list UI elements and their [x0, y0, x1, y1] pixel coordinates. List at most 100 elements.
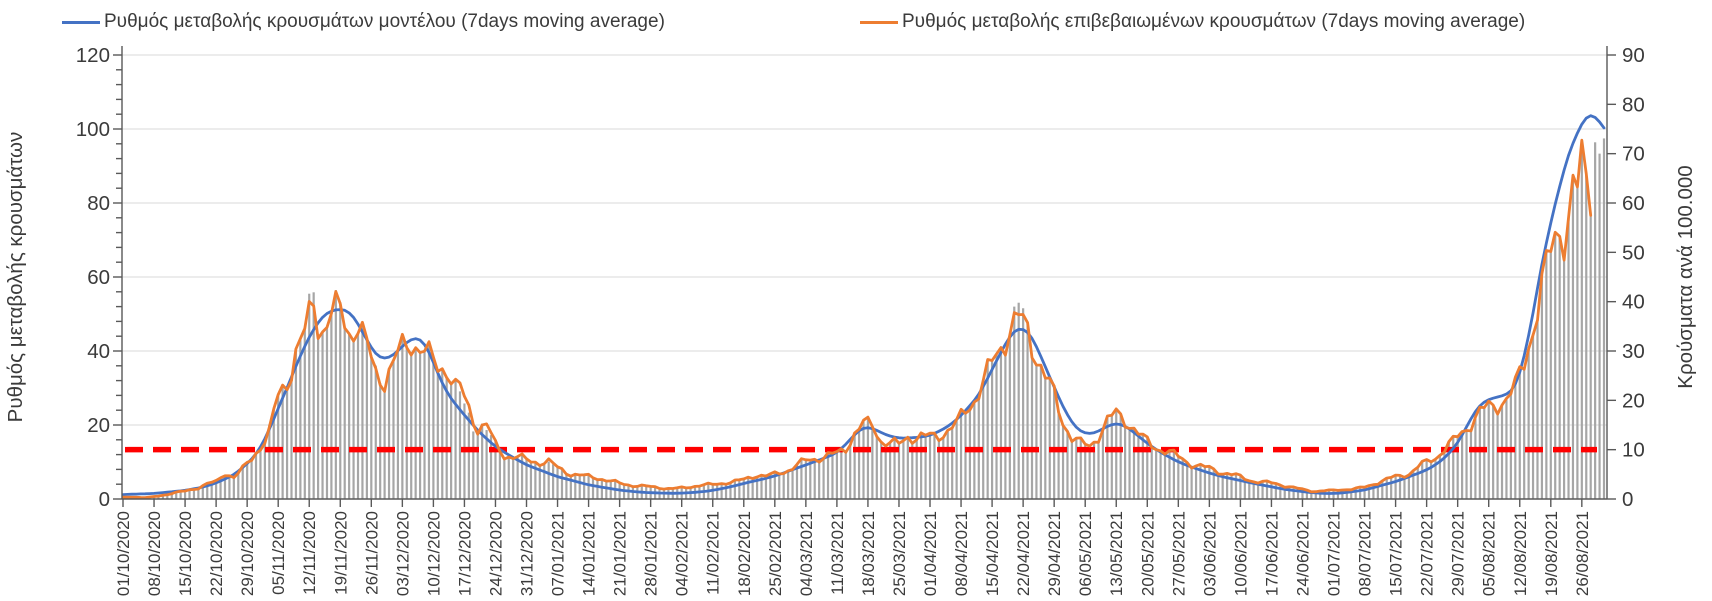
- daily-cases-bar: [560, 468, 564, 499]
- daily-cases-bar: [884, 446, 887, 499]
- x-tick-label: 22/07/2021: [1418, 511, 1437, 596]
- daily-cases-bar: [1172, 449, 1175, 499]
- daily-cases-bar: [529, 461, 533, 499]
- daily-cases-bar: [246, 461, 249, 499]
- daily-cases-bar: [1212, 469, 1215, 499]
- daily-cases-bar: [414, 347, 417, 499]
- daily-cases-bar: [1053, 386, 1056, 499]
- daily-cases-bar: [1234, 473, 1238, 499]
- daily-cases-bar: [370, 355, 373, 499]
- daily-cases-bar: [1186, 462, 1189, 499]
- right-axis-title: Κρούσματα ανά 100.000: [1674, 165, 1697, 388]
- daily-cases-bar: [951, 427, 954, 499]
- daily-cases-bar: [822, 458, 825, 499]
- daily-cases-bar: [481, 423, 484, 499]
- daily-cases-bar: [840, 448, 843, 499]
- daily-cases-bar: [804, 459, 807, 499]
- daily-cases-bar: [317, 334, 320, 499]
- daily-cases-bar: [1004, 355, 1007, 499]
- daily-cases-bar: [166, 493, 169, 499]
- daily-cases-bar: [1394, 475, 1397, 499]
- daily-cases-bar: [503, 458, 506, 499]
- x-tick-label: 19/08/2021: [1542, 511, 1561, 596]
- daily-cases-bar: [308, 293, 311, 499]
- daily-cases-bar: [1443, 452, 1446, 499]
- x-tick-label: 27/05/2021: [1169, 511, 1188, 596]
- daily-cases-bar: [321, 331, 324, 499]
- right-tick-label: 80: [1622, 93, 1645, 116]
- daily-cases-bar: [933, 433, 936, 499]
- legend-label-confirmed: Ρυθμός μεταβολής επιβεβαιωμένων κρουσμάτ…: [902, 11, 1526, 32]
- daily-cases-bar: [800, 458, 803, 499]
- daily-cases-bar: [1274, 483, 1277, 499]
- daily-cases-bar: [356, 333, 360, 499]
- daily-cases-bar: [348, 334, 351, 499]
- daily-cases-bar: [1279, 484, 1282, 499]
- daily-cases-bar: [1305, 490, 1309, 499]
- daily-cases-bar: [1350, 489, 1353, 499]
- daily-cases-bar: [937, 440, 940, 499]
- daily-cases-bar: [339, 302, 342, 499]
- daily-cases-bar: [1483, 407, 1486, 499]
- daily-cases-bar: [1567, 218, 1570, 499]
- tick-labels-layer: 0 20 40 60 80 100 120 0 10 20 30 40 50 60 70 80 90 01/10/…: [76, 44, 1645, 596]
- daily-cases-bar: [1536, 319, 1539, 499]
- x-tick-label: 07/01/2021: [549, 511, 568, 596]
- x-tick-label: 28/01/2021: [642, 511, 661, 596]
- x-tick-label: 08/07/2021: [1356, 511, 1375, 596]
- daily-cases-bar: [543, 464, 546, 499]
- daily-cases-bar: [427, 341, 431, 499]
- daily-cases-bar: [1119, 413, 1122, 499]
- daily-cases-bar: [547, 461, 550, 499]
- daily-cases-bar: [285, 387, 289, 499]
- daily-cases-bar: [1084, 444, 1087, 499]
- daily-cases-bar: [1128, 428, 1131, 499]
- daily-cases-bar: [1545, 250, 1548, 499]
- daily-cases-bar: [875, 436, 878, 499]
- daily-cases-bar: [813, 458, 816, 499]
- daily-cases-bar: [1558, 236, 1561, 499]
- daily-cases-bar: [1190, 468, 1193, 499]
- daily-cases-bar: [1540, 273, 1544, 499]
- daily-cases-bar: [1469, 430, 1473, 499]
- daily-cases-bar: [1017, 302, 1020, 499]
- daily-cases-bar: [920, 432, 923, 499]
- daily-cases-bar: [1514, 377, 1517, 499]
- x-tick-label: 25/02/2021: [766, 511, 785, 596]
- daily-cases-bar: [1265, 480, 1269, 499]
- right-tick-label: 50: [1622, 241, 1645, 264]
- x-tick-label: 01/07/2021: [1325, 511, 1344, 596]
- daily-cases-bar: [1226, 473, 1229, 499]
- daily-cases-bar: [1194, 466, 1198, 499]
- daily-cases-bar: [1044, 378, 1047, 499]
- daily-cases-bar: [410, 354, 413, 499]
- daily-cases-bar: [1554, 232, 1557, 499]
- daily-cases-bar: [1079, 437, 1082, 499]
- daily-cases-bar: [1403, 477, 1406, 499]
- daily-cases-bar: [729, 483, 732, 499]
- daily-cases-bar: [556, 466, 559, 499]
- daily-cases-bar: [215, 479, 218, 499]
- daily-cases-bar: [893, 437, 896, 499]
- daily-cases-bar: [1341, 489, 1344, 499]
- daily-cases-bar: [445, 376, 448, 499]
- daily-cases-bar: [835, 451, 838, 499]
- x-tick-label: 18/03/2021: [859, 511, 878, 596]
- daily-cases-bar: [880, 442, 883, 499]
- daily-cases-bar: [1531, 334, 1535, 499]
- x-tick-label: 10/06/2021: [1231, 511, 1250, 596]
- daily-cases-bar: [1270, 482, 1273, 499]
- x-tick-label: 17/06/2021: [1262, 511, 1281, 596]
- daily-cases-bar: [1527, 348, 1530, 499]
- daily-cases-bar: [1452, 436, 1455, 499]
- daily-cases-bar: [405, 346, 408, 499]
- x-tick-label: 22/10/2020: [207, 511, 226, 596]
- daily-cases-bar: [778, 474, 781, 499]
- daily-cases-bar: [968, 409, 972, 499]
- daily-cases-bar: [330, 312, 333, 499]
- daily-cases-bar: [1013, 306, 1016, 499]
- daily-cases-bar: [1141, 434, 1144, 499]
- x-tick-label: 25/03/2021: [890, 511, 909, 596]
- daily-cases-bar: [769, 472, 772, 499]
- daily-cases-bar: [512, 458, 515, 499]
